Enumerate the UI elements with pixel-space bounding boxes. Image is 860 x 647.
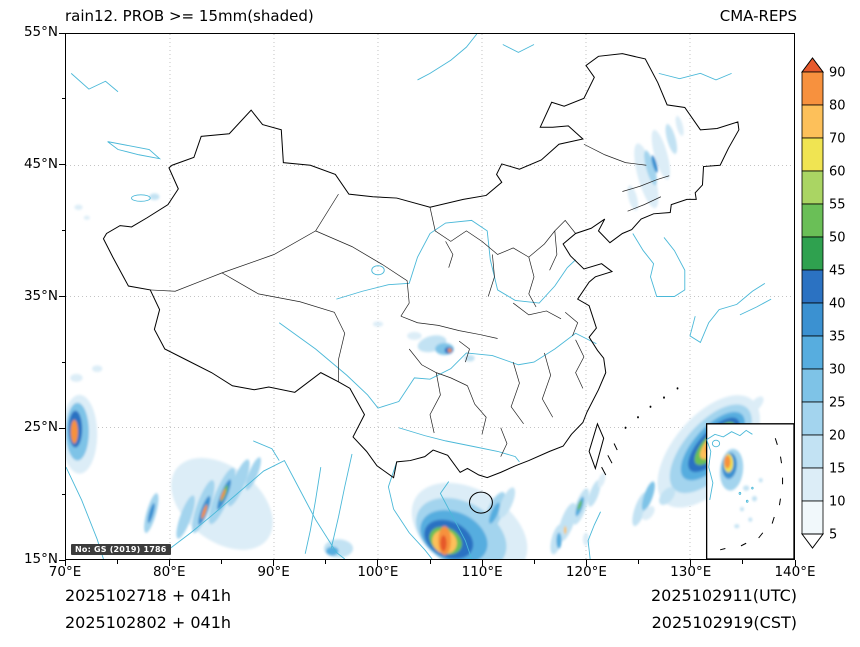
colorbar-tick-label: 25 (829, 396, 846, 411)
colorbar: 5 10 15 20 25 30 35 40 45 50 55 60 70 80 90 (801, 57, 860, 551)
colorbar-tick-label: 60 (829, 165, 846, 180)
rivers-lakes-foreign-coastlines (66, 34, 771, 559)
x-axis-tick-label: 70°E (48, 564, 82, 580)
x-axis-minor-tick (533, 560, 535, 564)
x-axis-minor-tick (638, 560, 640, 564)
colorbar-tick-label: 90 (829, 66, 846, 81)
x-axis-tick-label: 120°E (565, 564, 607, 580)
x-axis-tick (481, 560, 483, 566)
colorbar-tick-label: 55 (829, 198, 846, 213)
y-axis-tick (59, 296, 65, 297)
colorbar-tick-label: 10 (829, 495, 846, 510)
y-axis-minor-tick (61, 493, 65, 495)
x-axis-tick (64, 560, 66, 566)
x-axis-minor-tick (325, 560, 327, 564)
y-axis-tick (59, 427, 65, 429)
map-frame (65, 33, 795, 560)
x-axis-minor-tick (742, 560, 744, 564)
colorbar-tick-label: 70 (829, 132, 846, 147)
x-axis-minor-tick (429, 560, 431, 564)
x-axis-tick-label: 140°E (774, 564, 816, 580)
x-axis-minor-tick (116, 560, 118, 564)
south-china-sea-inset (707, 424, 794, 559)
colorbar-tick-label: 20 (829, 429, 846, 444)
map-license-number: No: GS (2019) 1786 (71, 544, 171, 555)
x-axis-tick (273, 560, 275, 566)
colorbar-tick-label: 45 (829, 264, 846, 279)
init-time-cst: 2025102802 + 041h (65, 613, 232, 632)
chart-title: rain12. PROB >= 15mm(shaded) (65, 7, 314, 25)
taiwan-island (589, 424, 604, 469)
model-name: CMA-REPS (719, 7, 797, 25)
x-axis-tick (794, 560, 796, 566)
y-axis-tick-label: 35°N (23, 287, 58, 304)
x-axis-tick-label: 80°E (153, 564, 186, 580)
colorbar-tick-label: 50 (829, 231, 846, 246)
x-axis-tick-label: 130°E (670, 564, 712, 580)
init-time-utc: 2025102718 + 041h (65, 586, 232, 605)
x-axis-tick (690, 560, 692, 566)
y-axis-tick-label: 45°N (23, 155, 58, 172)
china-national-border (103, 54, 738, 478)
colorbar-tick-label: 35 (829, 330, 846, 345)
y-axis-minor-tick (61, 98, 65, 100)
valid-time-cst: 2025102919(CST) (651, 613, 797, 632)
map-canvas (66, 34, 794, 559)
y-axis-tick (59, 32, 65, 34)
y-axis-tick-label: 25°N (23, 419, 58, 436)
colorbar-tick-label: 80 (829, 99, 846, 114)
colorbar-tick-label: 40 (829, 297, 846, 312)
y-axis-minor-tick (61, 230, 65, 232)
colorbar-tick-label: 5 (829, 528, 837, 543)
islands-and-dashes (470, 387, 679, 513)
x-axis-tick (377, 560, 379, 566)
province-boundaries (150, 144, 669, 456)
x-axis-minor-tick (220, 560, 222, 564)
y-axis-minor-tick (61, 361, 65, 363)
x-axis-tick (168, 560, 170, 566)
y-axis-tick (59, 164, 65, 166)
y-axis-tick (59, 559, 65, 561)
colorbar-tick-label: 30 (829, 363, 846, 378)
colorbar-tick-label: 15 (829, 462, 846, 477)
x-axis-tick-label: 110°E (461, 564, 503, 580)
x-axis-tick-label: 90°E (257, 564, 290, 580)
colorbar-svg: 5 10 15 20 25 30 35 40 45 50 55 60 70 80 90 (801, 57, 846, 549)
y-axis-tick-label: 55°N (23, 24, 58, 40)
x-axis-tick-label: 100°E (357, 564, 399, 580)
y-axis-tick-label: 15°N (23, 551, 58, 567)
x-axis-tick (585, 560, 587, 566)
graticule (66, 34, 794, 559)
valid-time-utc: 2025102911(UTC) (651, 586, 797, 605)
hainan-island (470, 492, 493, 513)
